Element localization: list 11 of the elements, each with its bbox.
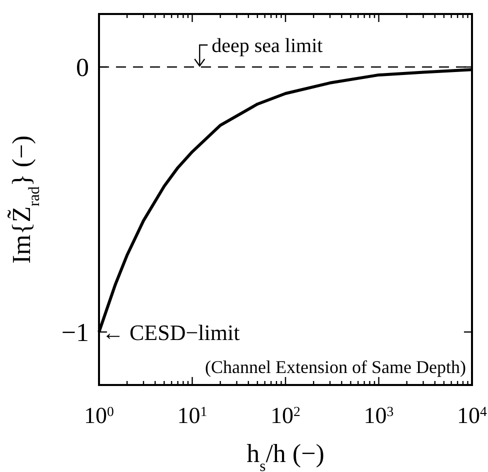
annotation: ← CESD−limit [102,320,240,345]
annotation: deep sea limit [212,35,324,57]
x-axis-title: h$_{s}$/h (−) [246,439,324,472]
x-tick-label: 10$^{2}$ [270,403,301,428]
y-tick-label: 0 [76,53,89,82]
x-tick-label: 10$^{4}$ [457,403,488,428]
y-tick-label: −1 [61,318,89,347]
annotation: (Channel Extension of Same Depth) [205,357,466,377]
x-tick-label: 10$^{3}$ [364,403,394,428]
x-tick-label: 10$^{0}$ [84,403,114,428]
x-tick-label: 10$^{1}$ [177,403,208,428]
